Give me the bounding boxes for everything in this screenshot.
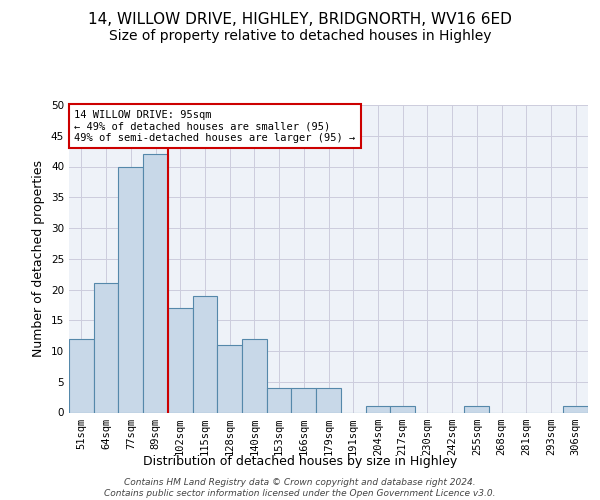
Bar bbox=[242, 338, 267, 412]
Text: 14, WILLOW DRIVE, HIGHLEY, BRIDGNORTH, WV16 6ED: 14, WILLOW DRIVE, HIGHLEY, BRIDGNORTH, W… bbox=[88, 12, 512, 28]
Text: Size of property relative to detached houses in Highley: Size of property relative to detached ho… bbox=[109, 29, 491, 43]
Bar bbox=[316, 388, 341, 412]
Bar bbox=[390, 406, 415, 412]
Bar bbox=[168, 308, 193, 412]
Bar bbox=[94, 284, 118, 412]
Bar bbox=[292, 388, 316, 412]
Text: Contains HM Land Registry data © Crown copyright and database right 2024.
Contai: Contains HM Land Registry data © Crown c… bbox=[104, 478, 496, 498]
Bar bbox=[563, 406, 588, 412]
Text: 14 WILLOW DRIVE: 95sqm
← 49% of detached houses are smaller (95)
49% of semi-det: 14 WILLOW DRIVE: 95sqm ← 49% of detached… bbox=[74, 110, 355, 143]
Y-axis label: Number of detached properties: Number of detached properties bbox=[32, 160, 46, 357]
Bar bbox=[217, 345, 242, 412]
Bar bbox=[193, 296, 217, 412]
Bar bbox=[118, 166, 143, 412]
Bar bbox=[143, 154, 168, 412]
Bar bbox=[365, 406, 390, 412]
Bar bbox=[464, 406, 489, 412]
Bar bbox=[267, 388, 292, 412]
Bar bbox=[69, 338, 94, 412]
Text: Distribution of detached houses by size in Highley: Distribution of detached houses by size … bbox=[143, 455, 457, 468]
